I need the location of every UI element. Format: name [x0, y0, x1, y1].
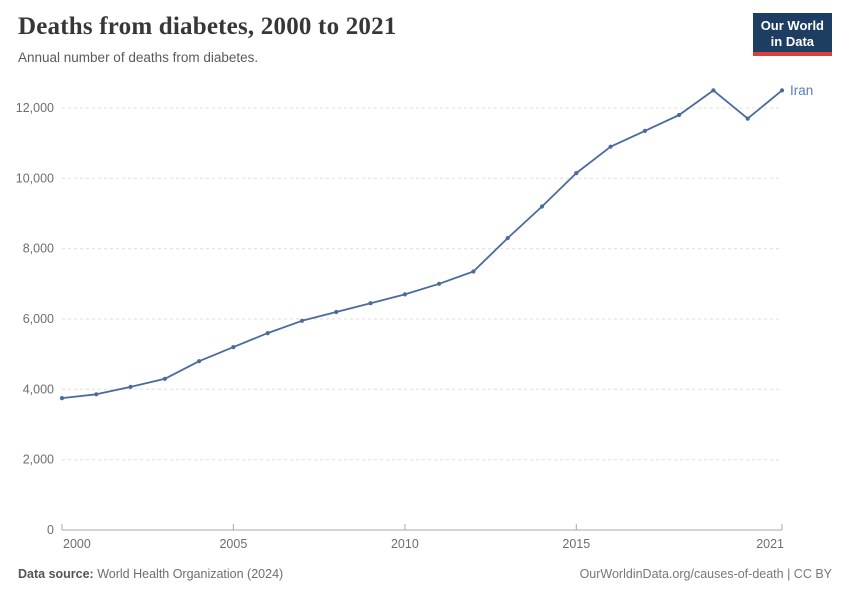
- entity-label[interactable]: Iran: [790, 83, 813, 98]
- data-point[interactable]: [299, 318, 305, 323]
- y-tick-label: 12,000: [16, 101, 54, 115]
- y-tick-label: 8,000: [23, 242, 54, 256]
- data-point[interactable]: [402, 292, 407, 297]
- chart-footer: Data source: World Health Organization (…: [18, 567, 832, 581]
- data-point[interactable]: [711, 88, 716, 93]
- data-point[interactable]: [505, 236, 510, 241]
- y-tick-label: 4,000: [23, 382, 54, 396]
- data-source-value: World Health Organization (2024): [97, 567, 284, 581]
- owid-logo-line2: in Data: [770, 33, 815, 49]
- y-tick-label: 2,000: [23, 453, 54, 467]
- data-point[interactable]: [162, 376, 167, 381]
- data-point[interactable]: [94, 392, 99, 397]
- data-point[interactable]: [642, 128, 648, 133]
- data-point[interactable]: [574, 171, 579, 176]
- series-line[interactable]: [61, 89, 783, 399]
- data-point[interactable]: [471, 269, 476, 274]
- data-source-note: Data source: World Health Organization (…: [18, 567, 283, 581]
- owid-citation-link[interactable]: OurWorldinData.org/causes-of-death | CC …: [579, 567, 832, 581]
- chart-subtitle: Annual number of deaths from diabetes.: [18, 50, 259, 65]
- data-point[interactable]: [437, 281, 442, 286]
- data-point[interactable]: [677, 112, 682, 118]
- owid-logo[interactable]: Our World in Data: [752, 13, 832, 56]
- x-tick-label: 2005: [219, 537, 247, 551]
- owid-logo-line1: Our World: [760, 18, 824, 33]
- x-tick-label: 2021: [756, 537, 784, 551]
- x-tick-label: 2000: [63, 537, 91, 551]
- data-point[interactable]: [368, 301, 373, 306]
- y-tick-label: 6,000: [23, 312, 54, 326]
- x-tick-label: 2010: [391, 537, 419, 551]
- data-point[interactable]: [59, 396, 65, 401]
- data-point[interactable]: [128, 384, 133, 389]
- data-source-label: Data source:: [18, 567, 94, 581]
- chart-title: Deaths from diabetes, 2000 to 2021: [18, 13, 397, 40]
- data-point[interactable]: [539, 204, 545, 209]
- data-point[interactable]: [197, 359, 202, 364]
- y-tick-label: 0: [47, 523, 54, 537]
- data-point[interactable]: [265, 331, 270, 336]
- data-point[interactable]: [608, 144, 613, 149]
- data-point[interactable]: [779, 88, 785, 93]
- data-point[interactable]: [231, 345, 236, 350]
- data-point[interactable]: [334, 309, 339, 315]
- x-tick-label: 2015: [562, 537, 590, 551]
- data-point[interactable]: [745, 116, 750, 121]
- y-tick-label: 10,000: [16, 171, 54, 185]
